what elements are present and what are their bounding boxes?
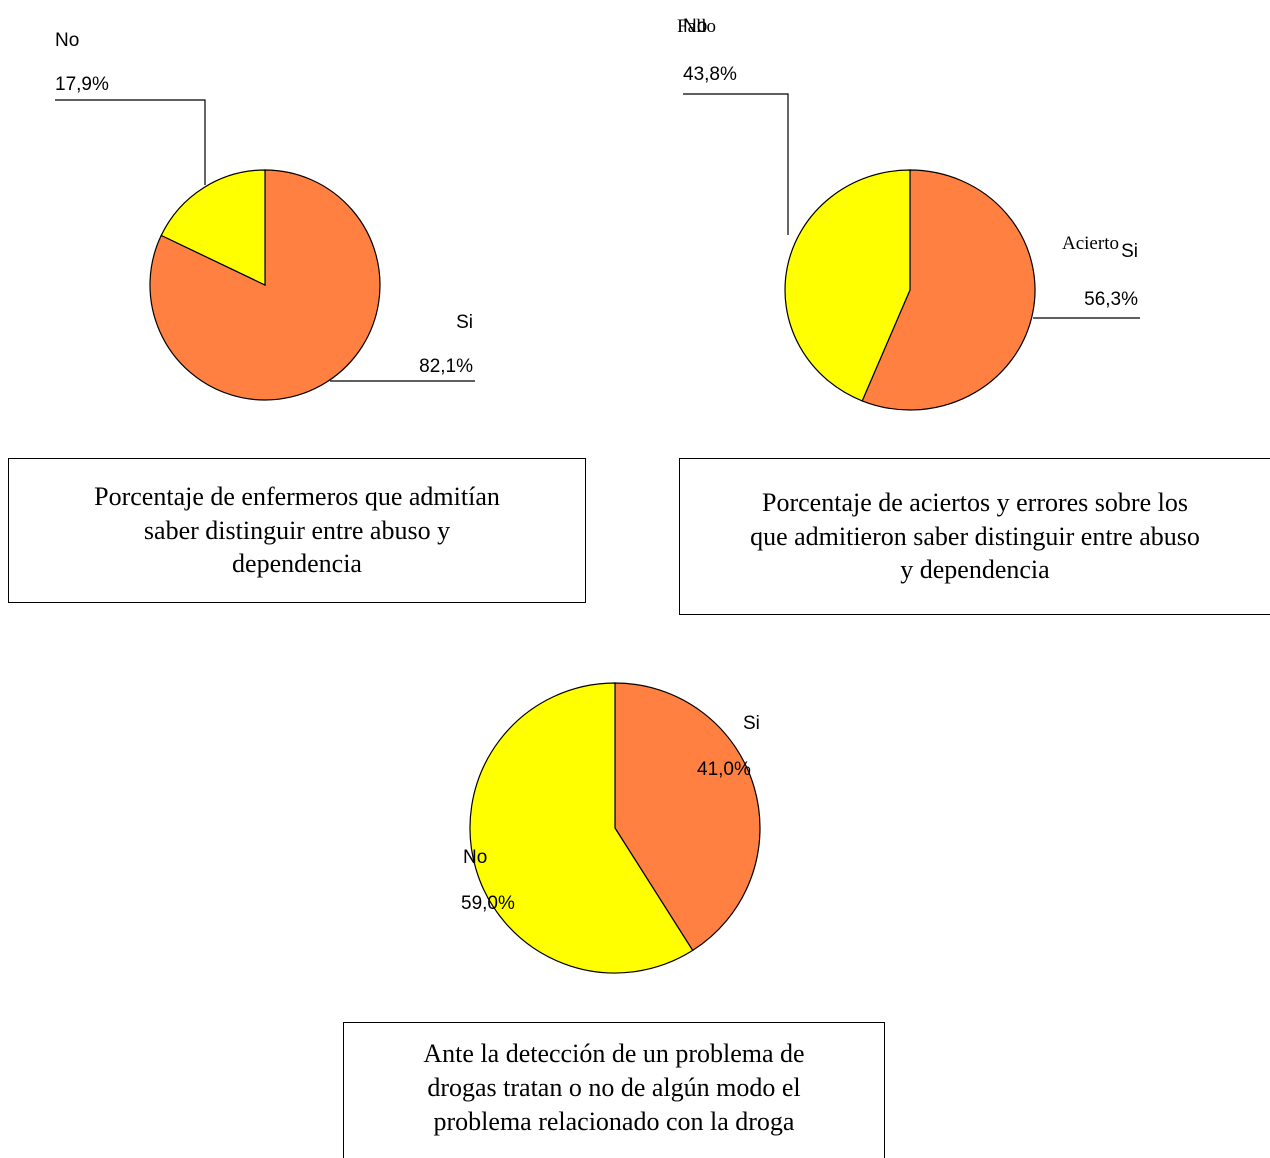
pie-2-slice-no bbox=[784, 169, 911, 402]
pie-1-caption-line: Porcentaje de enfermeros que admitían bbox=[94, 481, 500, 511]
pie-1-si-label: Si bbox=[456, 312, 473, 333]
pie-3-slice-no bbox=[469, 682, 694, 974]
pie-1-no-value: 17,9% bbox=[55, 74, 109, 95]
pie-2-no-leader-line bbox=[683, 93, 789, 235]
pie-2-caption-line: y dependencia bbox=[900, 555, 1050, 585]
pie-2-caption-line: Porcentaje de aciertos y errores sobre l… bbox=[762, 487, 1188, 517]
pie-1-slice-no bbox=[160, 169, 266, 286]
pie-3-no-label: No bbox=[463, 847, 487, 868]
pie-1-caption-line: saber distinguir entre abuso y bbox=[143, 515, 451, 545]
pie-chart-1: No 17,9% Si 82,1% bbox=[55, 30, 475, 401]
pie-3-no-value: 59,0% bbox=[461, 893, 515, 914]
pie-1-no-label: No bbox=[55, 30, 79, 51]
pie-1-slices bbox=[149, 169, 381, 401]
pie-1-caption-box: Porcentaje de enfermeros que admitían sa… bbox=[8, 458, 586, 603]
pie-2-slice-si bbox=[861, 169, 1036, 411]
pie-3-caption-line: drogas tratan o no de algún modo el bbox=[427, 1072, 801, 1102]
pie-3-caption-box: Ante la detección de un problema de drog… bbox=[343, 1022, 885, 1158]
pie-3-caption-line: problema relacionado con la droga bbox=[433, 1106, 795, 1136]
pie-3-si-label: Si bbox=[743, 713, 760, 734]
pie-3-slices bbox=[469, 682, 761, 974]
pie-2-si-value: 56,3% bbox=[1084, 289, 1138, 310]
pie-2-slices bbox=[784, 169, 1036, 411]
pie-1-caption-line: dependencia bbox=[232, 549, 362, 579]
pie-chart-3: Si 41,0% No 59,0% bbox=[461, 682, 761, 974]
pie-2-no-label: No bbox=[683, 16, 707, 37]
pie-2-fallo-overlay-label: Fallo bbox=[677, 16, 716, 37]
pie-1-si-value: 82,1% bbox=[419, 356, 473, 377]
pie-3-slice-si bbox=[614, 682, 761, 952]
pie-2-caption-line: que admitieron saber distinguir entre ab… bbox=[750, 521, 1200, 551]
pie-chart-2: Fallo No 43,8% Acierto Si 56,3% bbox=[677, 16, 1140, 411]
pie-2-acierto-overlay-label: Acierto bbox=[1062, 233, 1119, 254]
pie-3-caption-line: Ante la detección de un problema de bbox=[423, 1039, 805, 1068]
pie-2-si-label: Si bbox=[1121, 241, 1138, 262]
pie-3-si-value: 41,0% bbox=[697, 759, 751, 780]
pie-2-caption-box: Porcentaje de aciertos y errores sobre l… bbox=[679, 458, 1270, 615]
pie-2-no-value: 43,8% bbox=[683, 64, 737, 85]
pie-1-no-leader-line bbox=[55, 99, 206, 185]
